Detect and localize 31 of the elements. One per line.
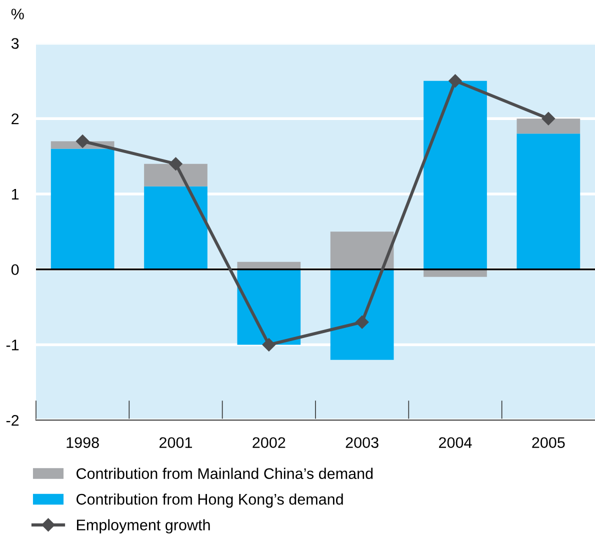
y-tick-label: -2	[6, 414, 19, 426]
point	[448, 74, 462, 88]
point	[355, 316, 369, 329]
y-tick-label: 3	[11, 38, 19, 49]
x-tick-label: 2004	[439, 437, 472, 448]
y-tick-label: 0	[11, 264, 19, 276]
x-tick-label: 2003	[346, 437, 378, 448]
bar	[330, 232, 394, 270]
x-tick-label: 2002	[252, 437, 286, 448]
y-tick-label: 1	[12, 188, 19, 200]
legend-label: Employment growth	[77, 519, 210, 534]
bar	[50, 148, 114, 270]
y-axis-title: %	[11, 8, 24, 20]
bar	[516, 134, 580, 270]
point	[262, 338, 276, 352]
x-tick-label: 2005	[532, 437, 565, 448]
bar	[144, 186, 208, 270]
legend-label: Contribution from Hong Kong’s demand	[76, 493, 343, 508]
legend-label: Contribution from Mainland China’s demand	[76, 468, 373, 480]
bar	[237, 269, 301, 345]
bar	[330, 269, 394, 360]
y-tick-label: 2	[12, 113, 19, 124]
bar	[516, 118, 580, 134]
y-tick-label: -1	[6, 340, 19, 350]
bar	[424, 80, 487, 270]
x-tick-label: 1998	[66, 437, 99, 448]
bar	[144, 164, 208, 186]
x-tick-label: 2001	[160, 437, 192, 448]
point	[169, 157, 182, 170]
point	[76, 134, 90, 148]
point	[542, 112, 556, 126]
